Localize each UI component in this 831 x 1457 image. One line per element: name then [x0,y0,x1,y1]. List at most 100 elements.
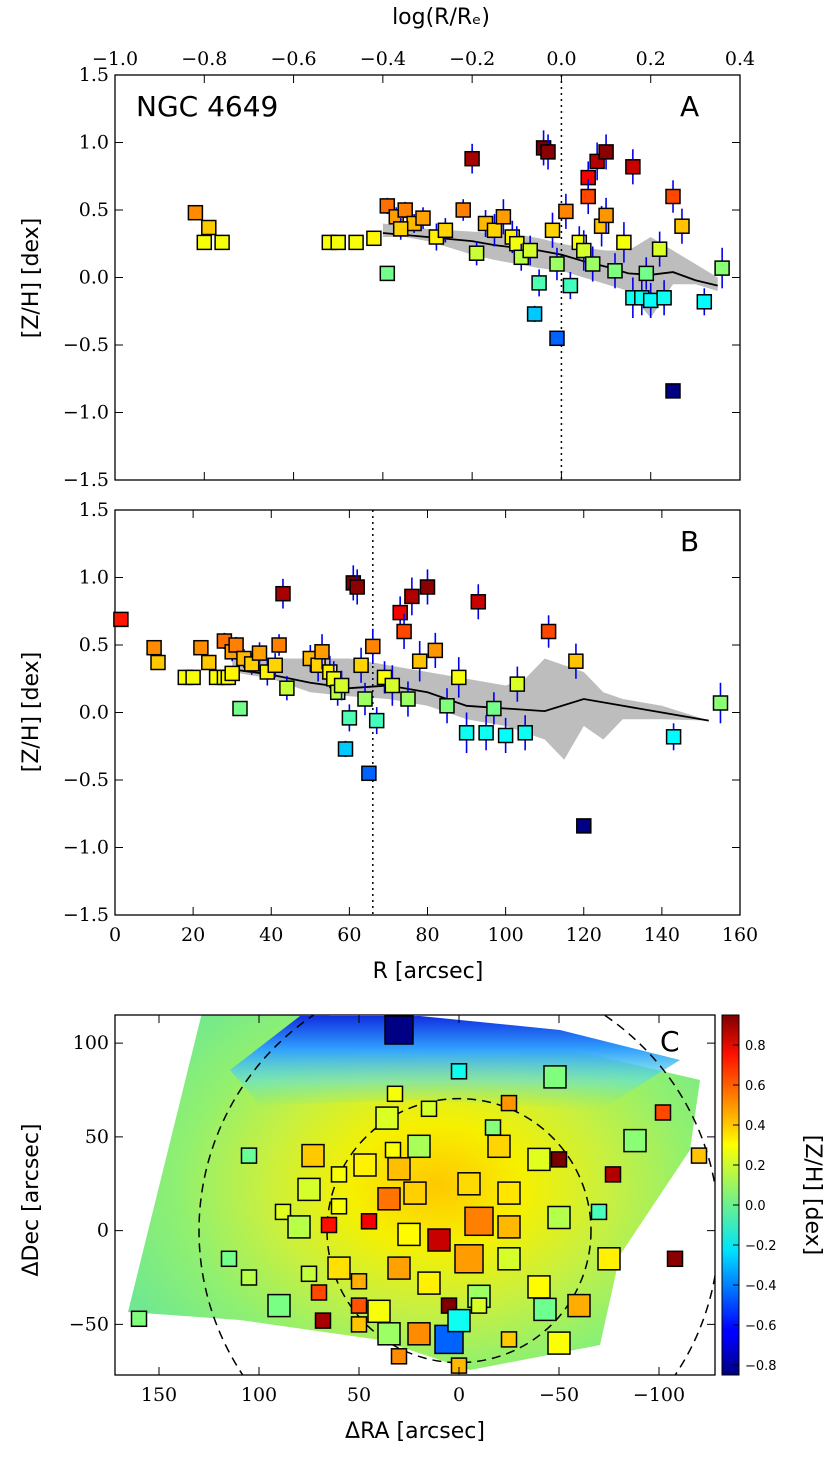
data-point-a-5 [187,204,204,221]
colorbar-tick-label-6: −0.4 [745,1279,777,1294]
panel-c-points [130,1015,708,1374]
panel-c-point-59 [567,1293,591,1318]
data-point-b-4 [185,669,201,686]
data-point-b-38 [368,712,385,729]
panel-c-point-20 [330,1166,348,1183]
panel-c-point-7 [654,1104,672,1121]
galaxy-title: NGC 4649 [136,90,278,123]
panel-c-point-3 [386,1085,404,1103]
panel-a-y-tick-label-6: −1.5 [63,469,109,491]
panel-c-point-43 [220,1250,238,1268]
panel-c-point-40 [497,1247,521,1271]
panel-c-point-0 [384,1015,414,1045]
data-point-b-44 [404,588,420,605]
panel-c-point-10 [690,1147,708,1164]
panel-b-y-tick-label-2: 0.5 [79,634,109,656]
panel-a-label: A [680,90,699,123]
panel-b-x-tick-label-6: 120 [566,924,602,946]
data-point-b-55 [509,676,526,692]
data-point-a-16 [392,221,409,237]
panel-b-x-tick-label-1: 20 [181,924,205,946]
data-point-a-34 [544,222,561,239]
panel-c-y-ticks: 100 50 0 −50 [69,1032,715,1335]
panel-c-point-22 [387,1157,411,1181]
panel-c-point-64 [407,1322,431,1346]
data-point-a-46 [598,144,614,160]
data-point-b-58 [568,653,584,669]
panel-b-x-tick-label-5: 100 [487,924,523,946]
panel-c-point-4 [420,1100,438,1118]
data-point-a-47 [598,207,614,224]
panel-b-y-ticks: 1.5 1.0 0.5 0.0 −0.5 −1.0 −1.5 [63,499,740,926]
panel-a-y-tick-label-3: 0.0 [79,267,109,289]
colorbar-tick-label-2: 0.4 [745,1119,766,1134]
panel-c-point-13 [384,1141,402,1159]
data-point-a-21 [464,150,480,167]
colorbar-tick-label-7: −0.6 [745,1319,777,1334]
colorbar-tick-label-3: 0.2 [745,1159,766,1174]
data-point-a-24 [486,222,503,239]
data-point-a-35 [549,256,565,272]
panel-c-point-63 [377,1322,401,1346]
panel-c-label: C [660,1025,680,1058]
data-point-b-20 [271,637,287,653]
colorbar-label: [Z/H] [dex] [800,1135,825,1255]
panel-b-label: B [680,525,699,558]
data-point-b-35 [357,691,373,707]
panel-c-circle-0 [326,1097,592,1364]
panel-b-x-tick-label-7: 140 [644,924,680,946]
panel-c-x-label: ΔRA [arcsec] [345,1419,485,1444]
panel-a-points [187,130,730,399]
panel-b-x-tick-label-2: 40 [259,924,283,946]
data-point-b-46 [419,579,436,595]
panel-c-point-9 [623,1128,647,1153]
panel-a-y-label: [Z/H] [dex] [19,218,44,338]
panel-c-point-12 [240,1147,258,1164]
panel-c-x-tick-label-2: 50 [347,1384,371,1406]
data-point-b-33 [349,579,365,595]
panel-c-point-58 [533,1297,557,1322]
data-point-a-61 [714,260,730,276]
panel-a-top-tick-label-0: −1.0 [92,48,138,70]
panel-c-point-51 [527,1275,551,1299]
data-point-b-42 [396,623,412,640]
colorbar-tick-label-4: 0.0 [745,1199,766,1214]
panel-a-top-tick-label-4: −0.2 [449,48,495,70]
data-point-b-0 [113,611,129,628]
panel-a-top-tick-label-3: −0.4 [360,48,406,70]
data-point-a-9 [348,234,364,251]
panel-b-y-label: [Z/H] [dex] [19,652,44,772]
panel-c-circle-1 [198,1015,715,1375]
panel-c-x-tick-label-0: 150 [141,1384,177,1406]
data-point-b-47 [427,642,444,659]
panel-c-x-ticks: 150 100 50 0 −50 −100 [141,1015,685,1406]
panel-c-x-tick-label-5: −100 [633,1384,685,1406]
panel-c-map-top-low-metal [230,1016,680,1110]
data-point-a-53 [638,265,655,282]
panel-c-point-70 [447,1308,471,1333]
data-point-a-54 [642,292,659,309]
data-point-a-31 [531,275,547,291]
panel-c-point-32 [360,1213,378,1230]
panel-c-point-5 [484,1119,502,1136]
panel-c-point-68 [390,1348,408,1365]
data-point-b-50 [458,725,475,741]
panel-b-points [113,565,729,834]
panel-b-x-tick-label-0: 0 [109,924,121,946]
data-point-a-36 [549,330,565,347]
data-point-b-22 [279,680,295,696]
data-point-a-8 [330,234,346,251]
data-point-a-40 [576,242,592,259]
panel-c-point-16 [527,1147,551,1172]
data-point-b-57 [540,623,557,640]
panel-c-radius-circles [198,1015,715,1375]
panel-c-point-6 [500,1094,518,1112]
panel-a: 1.5 1.0 0.5 0.0 −0.5 −1.0 −1.5 −1.0 −0.8 −0.6 −0.… [19,5,755,491]
panel-a-top-x-label: log(R/Rₑ) [392,5,490,30]
panel-c-point-1 [450,1063,468,1080]
data-point-b-29 [333,677,350,694]
data-point-a-55 [651,241,668,257]
data-point-b-40 [384,677,401,694]
panel-c-y-label: ΔDec [arcsec] [19,1123,44,1276]
panel-a-y-tick-label-0: 1.5 [79,64,109,86]
